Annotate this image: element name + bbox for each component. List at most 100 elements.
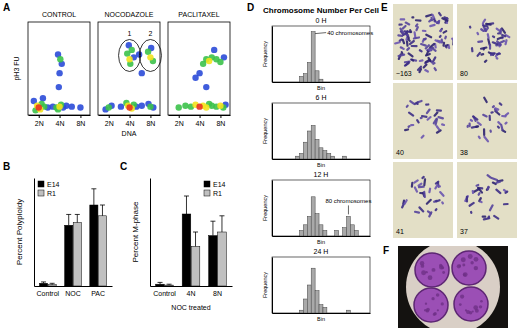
cell-texture <box>474 266 478 270</box>
histogram-bar <box>315 291 319 313</box>
error-bar <box>167 284 172 286</box>
chromosome <box>433 18 437 22</box>
chromosome <box>485 23 492 26</box>
point <box>139 103 145 109</box>
error-cap <box>167 284 172 285</box>
tick: Control <box>37 286 60 297</box>
tick-label: 2N <box>35 120 44 127</box>
tick: 2N <box>35 115 44 127</box>
chromosome <box>499 28 502 34</box>
bar <box>90 205 98 286</box>
histogram-bar <box>276 313 280 314</box>
tick-mark <box>200 115 201 118</box>
tick: 4N <box>187 286 196 297</box>
point <box>118 103 124 109</box>
tick: 4N <box>196 115 205 127</box>
point <box>217 103 223 109</box>
chromosome <box>407 38 411 43</box>
chromosome <box>496 53 501 56</box>
histogram-bar <box>307 216 311 236</box>
y-axis-title: Frequency <box>262 195 268 221</box>
chromosome <box>425 103 429 106</box>
chromosome <box>485 186 490 192</box>
cell-texture <box>439 264 442 267</box>
cell-texture <box>425 303 427 305</box>
field-of-view <box>406 246 500 328</box>
chromosome <box>501 34 507 38</box>
categories-axis: ControlNOCPAC <box>35 286 113 297</box>
histogram-bar <box>346 159 350 160</box>
histogram-bar <box>343 82 347 83</box>
histogram-bar <box>280 236 284 237</box>
cell-texture <box>461 257 466 262</box>
chromosome <box>466 196 468 203</box>
plot-frame <box>28 22 90 115</box>
tick-label: 4N <box>126 120 135 127</box>
scatter-chart: 2N4N8NCONTROLpH3 FU <box>13 11 91 127</box>
point <box>203 104 209 110</box>
legend-label: E14 <box>47 181 60 188</box>
xticks-axis <box>273 159 371 160</box>
chromosome <box>433 67 437 72</box>
histogram-bar <box>299 310 303 313</box>
chromosome <box>411 16 414 18</box>
chromosome <box>435 199 441 203</box>
histogram-bar <box>303 299 307 313</box>
chromosome <box>424 69 429 73</box>
micrograph-background <box>393 83 453 159</box>
bar <box>191 246 200 286</box>
panel-letter: B <box>3 161 10 172</box>
tick-label: NOC <box>65 290 81 297</box>
bar <box>209 236 218 286</box>
point <box>192 75 198 81</box>
chromosome <box>501 115 507 118</box>
axis-line <box>273 313 371 314</box>
histogram-bar <box>327 236 331 237</box>
chromosome <box>411 182 414 188</box>
tick: 4N <box>126 115 135 127</box>
error-bar <box>193 232 198 246</box>
histogram-bar <box>327 153 331 159</box>
tick-label: Control <box>37 290 60 297</box>
chromosome <box>406 40 409 47</box>
histogram-bar <box>346 216 350 236</box>
chromosome <box>487 186 490 191</box>
cell-texture <box>437 309 439 311</box>
cell <box>414 288 448 322</box>
point <box>147 103 153 109</box>
axis-line <box>151 286 233 287</box>
chromosome <box>407 52 414 58</box>
histogram-bar <box>346 82 350 83</box>
chromosome <box>500 123 504 131</box>
cell-texture <box>433 312 436 315</box>
chart-title: NOCODAZOLE <box>104 11 153 18</box>
chromosome <box>444 44 447 49</box>
tick: 8N <box>76 115 85 127</box>
cell-texture <box>474 257 479 262</box>
histogram-bar <box>307 62 311 82</box>
error-bar <box>210 221 215 235</box>
chromosome <box>493 214 500 220</box>
legend-swatch <box>38 190 44 196</box>
chromosome <box>415 19 422 22</box>
chromosome <box>483 135 490 143</box>
x-axis-title: Bin <box>317 239 325 245</box>
scatter-chart: 2N4N8NPACLITAXEL <box>168 11 231 127</box>
y-axis-title: pH3 FU <box>13 56 21 80</box>
histogram-bar <box>311 268 315 313</box>
chromosome <box>404 61 410 67</box>
histogram-bar <box>315 139 319 159</box>
tick: 2N <box>175 115 184 127</box>
histogram-bar <box>327 313 331 314</box>
chromosome <box>438 185 441 187</box>
chromosome <box>471 47 474 52</box>
tick: Control <box>153 286 176 297</box>
cell-texture <box>436 293 440 297</box>
histogram-bar <box>358 313 362 314</box>
axis-line <box>273 236 371 237</box>
tick-label: 8N <box>216 120 225 127</box>
histogram-bar <box>335 313 339 314</box>
cell-texture <box>459 303 462 306</box>
bar <box>39 283 47 286</box>
panel-letter: F <box>383 245 389 256</box>
